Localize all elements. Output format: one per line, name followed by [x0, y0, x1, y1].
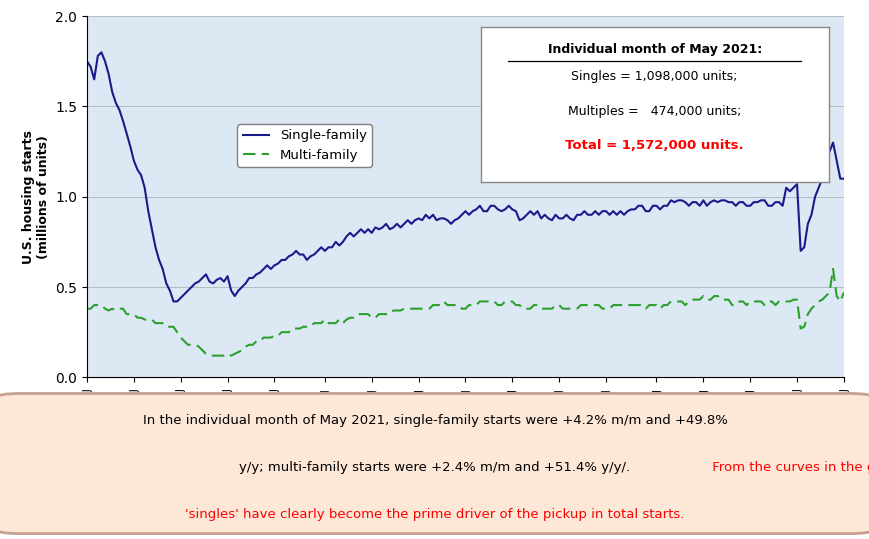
- Multi-family: [827, 266, 838, 272]
- Y-axis label: U.S. housing starts
(millions of units): U.S. housing starts (millions of units): [22, 130, 50, 264]
- Multi-family: [377, 311, 388, 317]
- Multi-family: [103, 307, 114, 314]
- Text: Total = 1,572,000 units.: Total = 1,572,000 units.: [565, 139, 743, 152]
- Text: 'singles' have clearly become the prime driver of the pickup in total starts.: 'singles' have clearly become the prime …: [185, 508, 684, 521]
- Legend: Single-family, Multi-family: Single-family, Multi-family: [237, 124, 371, 167]
- Multi-family: [82, 306, 92, 312]
- Single-family: [96, 49, 107, 56]
- Text: From the curves in the graph,: From the curves in the graph,: [707, 461, 869, 474]
- Single-family: [312, 247, 322, 254]
- Line: Single-family: Single-family: [87, 52, 843, 301]
- Text: In the individual month of May 2021, single-family starts were +4.2% m/m and +49: In the individual month of May 2021, sin…: [143, 414, 726, 427]
- Multi-family: [607, 302, 618, 308]
- Line: Multi-family: Multi-family: [87, 269, 843, 356]
- X-axis label: Year and month: Year and month: [403, 414, 527, 429]
- Single-family: [611, 211, 621, 218]
- Text: Individual month of May 2021:: Individual month of May 2021:: [547, 43, 761, 56]
- Multi-family: [838, 289, 848, 296]
- Single-family: [168, 298, 178, 305]
- Multi-family: [308, 320, 319, 327]
- Single-family: [838, 176, 848, 182]
- Single-family: [381, 220, 391, 227]
- FancyBboxPatch shape: [0, 393, 869, 534]
- Text: Singles = 1,098,000 units;: Singles = 1,098,000 units;: [571, 71, 737, 84]
- Single-family: [107, 89, 117, 95]
- Single-family: [82, 58, 92, 65]
- Single-family: [420, 211, 430, 218]
- Multi-family: [204, 353, 215, 359]
- Text: Multiples =   474,000 units;: Multiples = 474,000 units;: [567, 105, 740, 118]
- Multi-family: [769, 302, 779, 308]
- Text: y/y; multi-family starts were +2.4% m/m and +51.4% y/y/.: y/y; multi-family starts were +2.4% m/m …: [239, 461, 630, 474]
- Multi-family: [416, 306, 427, 312]
- Single-family: [773, 199, 783, 205]
